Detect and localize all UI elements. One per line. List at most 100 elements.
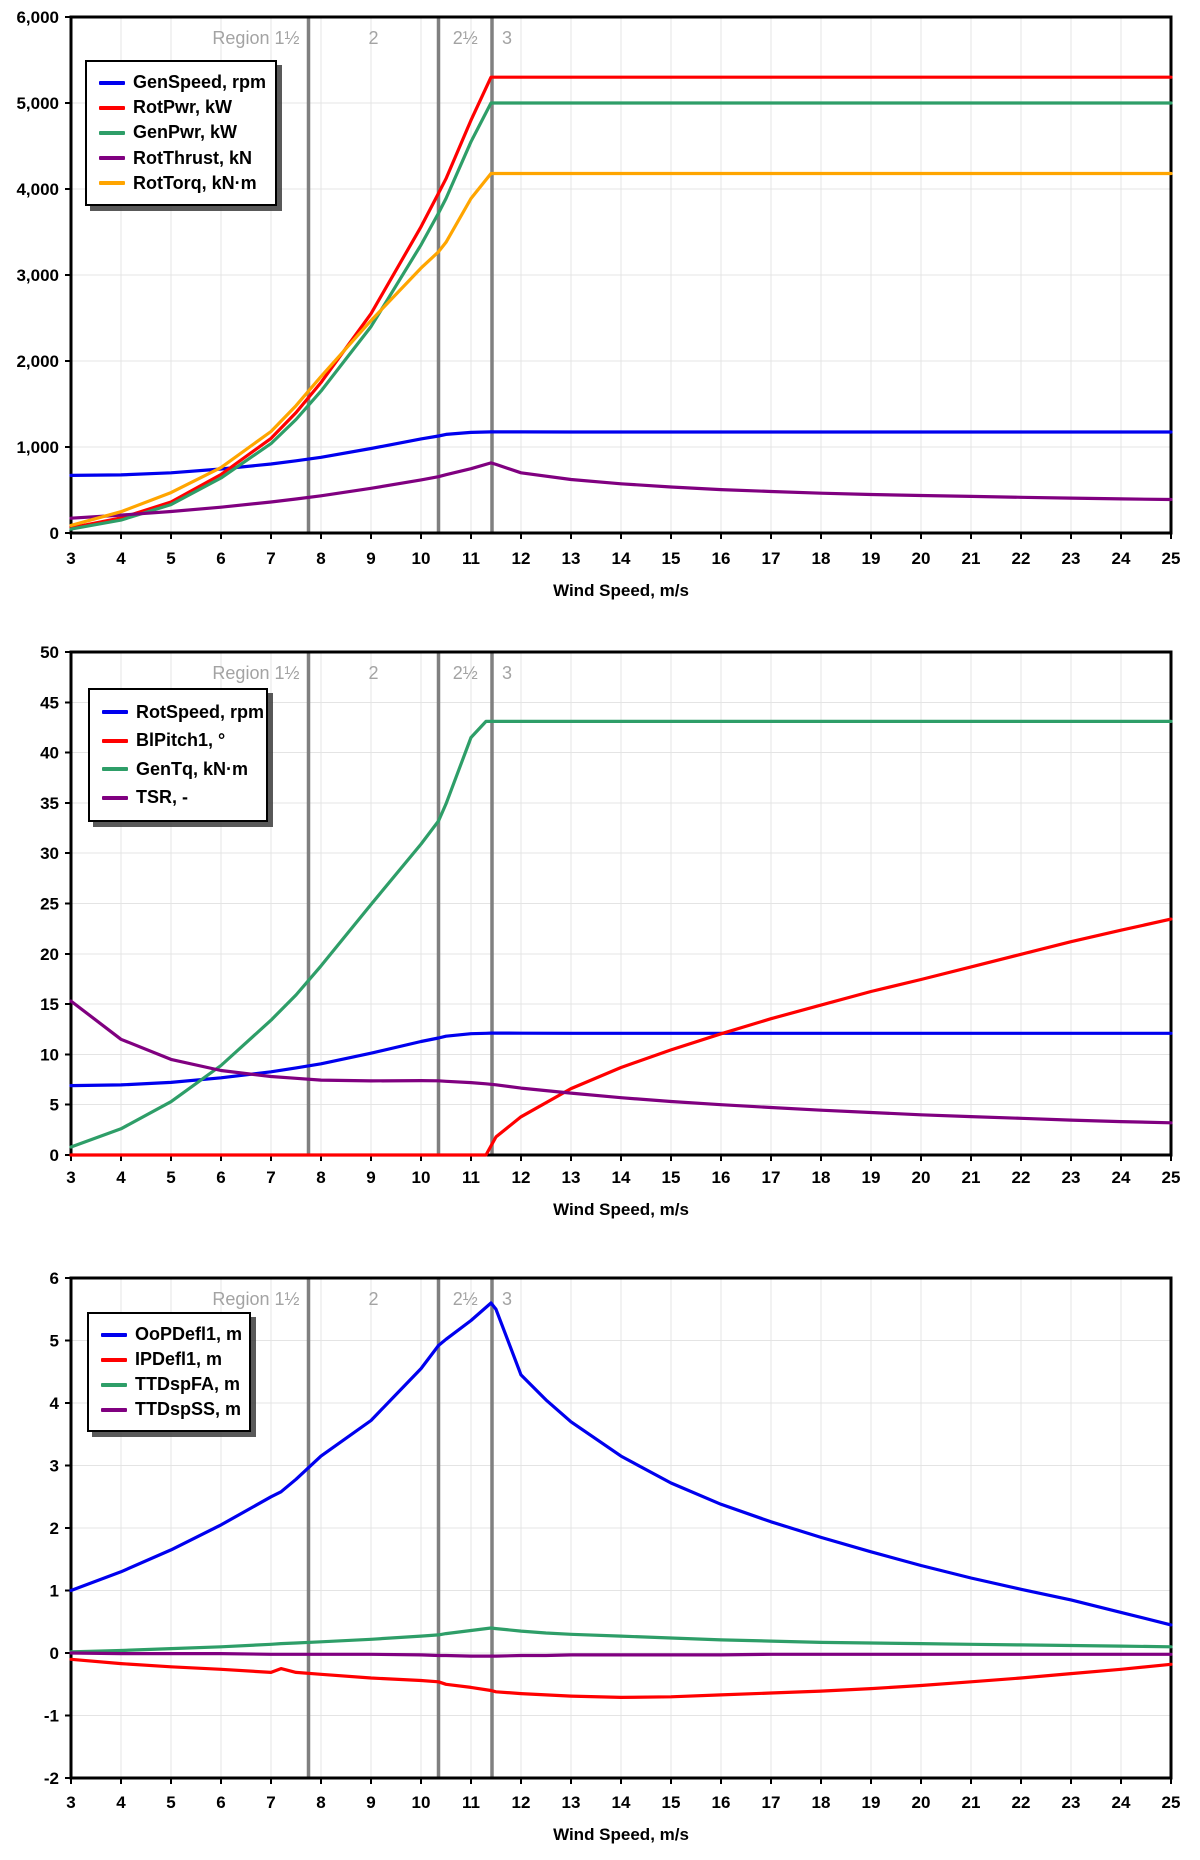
x-tick-label: 10 bbox=[412, 1793, 431, 1812]
x-tick-label: 4 bbox=[116, 549, 126, 568]
region-label: 2 bbox=[368, 1289, 378, 1309]
legend-item: TTDspSS, m bbox=[101, 1399, 241, 1420]
legend-line-swatch bbox=[99, 181, 125, 186]
legend-label: RotSpeed, rpm bbox=[136, 701, 265, 722]
legend-line-swatch bbox=[102, 795, 128, 800]
x-tick-label: 20 bbox=[912, 1793, 931, 1812]
x-axis-title: Wind Speed, m/s bbox=[553, 581, 689, 600]
y-tick-label: 4 bbox=[50, 1394, 60, 1413]
legend-item: RotPwr, kW bbox=[99, 97, 263, 118]
x-tick-label: 7 bbox=[266, 1168, 275, 1187]
series-line-rottorq bbox=[69, 171, 1173, 528]
x-tick-label: 13 bbox=[562, 549, 581, 568]
series-line-ttdspss bbox=[69, 1651, 1173, 1658]
y-tick-label: 25 bbox=[40, 895, 59, 914]
x-tick-label: 10 bbox=[412, 549, 431, 568]
legend-label: TTDspFA, m bbox=[135, 1374, 241, 1394]
x-tick-label: 25 bbox=[1162, 549, 1181, 568]
x-tick-label: 23 bbox=[1062, 1793, 1081, 1812]
x-tick-label: 11 bbox=[462, 1168, 480, 1187]
legend-line-swatch bbox=[99, 156, 125, 161]
legend-label: BlPitch1, ° bbox=[136, 730, 226, 751]
series-lines bbox=[69, 1301, 1173, 1699]
y-tick-label: 5 bbox=[50, 1332, 59, 1351]
region-label: Region 1½ bbox=[212, 28, 299, 48]
region-label: Region 1½ bbox=[212, 663, 299, 683]
x-tick-label: 12 bbox=[512, 1793, 531, 1812]
x-tick-label: 10 bbox=[412, 1168, 431, 1187]
tick-marks bbox=[65, 1277, 1172, 1784]
region-boundary-lines bbox=[306, 1278, 494, 1778]
x-tick-label: 8 bbox=[316, 1168, 325, 1187]
x-tick-label: 14 bbox=[612, 1793, 631, 1812]
series-line-gentq bbox=[69, 719, 1173, 1149]
legend-label: RotThrust, kN bbox=[133, 147, 252, 168]
x-tick-label: 5 bbox=[166, 549, 175, 568]
x-tick-label: 19 bbox=[862, 549, 881, 568]
x-axis-title: Wind Speed, m/s bbox=[553, 1200, 689, 1219]
x-tick-label: 12 bbox=[512, 549, 531, 568]
region-label: 3 bbox=[502, 663, 512, 683]
x-axis-labels: 3 4 5 6 7 8 9 10 11 12 13 14 15 16 17 18 19 20 21 22 23 24 25 bbox=[66, 1793, 1180, 1812]
chart-deflections: Region 1½ 2 2½ 3 -2 -1 0 1 2 3 4 5 6 3 4 5 6 7 8 9 10 11 12 13 1… bbox=[0, 1240, 1200, 1860]
series-lines bbox=[69, 719, 1173, 1157]
x-tick-label: 23 bbox=[1062, 1168, 1081, 1187]
x-tick-label: 20 bbox=[912, 549, 931, 568]
legend-item: RotSpeed, rpm bbox=[102, 702, 264, 723]
x-tick-label: 6 bbox=[216, 1793, 225, 1812]
y-tick-label: 45 bbox=[40, 693, 59, 712]
x-tick-label: 21 bbox=[962, 1168, 981, 1187]
x-tick-label: 17 bbox=[762, 1793, 781, 1812]
legend-line-swatch bbox=[99, 80, 125, 85]
y-tick-label: 40 bbox=[40, 744, 59, 763]
legend-item: RotTorq, kN·m bbox=[99, 173, 263, 194]
legend-item: TTDspFA, m bbox=[101, 1374, 241, 1395]
x-tick-label: 13 bbox=[562, 1168, 581, 1187]
legend-deflections-chart: OoPDefl1, m IPDefl1, m TTDspFA, m TTDspSS, … bbox=[87, 1312, 251, 1432]
region-label: 3 bbox=[502, 1289, 512, 1309]
x-tick-label: 16 bbox=[712, 1168, 731, 1187]
x-tick-label: 15 bbox=[662, 1168, 681, 1187]
x-tick-label: 20 bbox=[912, 1168, 931, 1187]
series-line-rotpwr bbox=[69, 75, 1173, 530]
legend-label: IPDefl1, m bbox=[135, 1349, 223, 1369]
region-label: 2½ bbox=[453, 28, 478, 48]
y-axis-labels: 0 5 10 15 20 25 30 35 40 45 50 bbox=[40, 643, 59, 1165]
x-tick-label: 11 bbox=[462, 549, 480, 568]
region-label: 3 bbox=[502, 28, 512, 48]
legend-label: GenTq, kN·m bbox=[136, 758, 249, 779]
x-tick-label: 25 bbox=[1162, 1168, 1181, 1187]
region-label: 2½ bbox=[453, 1289, 478, 1309]
x-axis-labels: 3 4 5 6 7 8 9 10 11 12 13 14 15 16 17 18 19 20 21 22 23 24 25 bbox=[66, 1168, 1180, 1187]
y-tick-label: -1 bbox=[44, 1707, 59, 1726]
y-tick-label: 2,000 bbox=[16, 352, 59, 371]
legend-line-swatch bbox=[102, 710, 128, 715]
x-tick-label: 4 bbox=[116, 1793, 126, 1812]
series-line-ipdefl1 bbox=[69, 1657, 1173, 1699]
x-tick-label: 8 bbox=[316, 549, 325, 568]
y-tick-label: 35 bbox=[40, 794, 59, 813]
series-line-genspeed bbox=[69, 430, 1173, 477]
x-tick-label: 7 bbox=[266, 1793, 275, 1812]
legend-item: GenTq, kN·m bbox=[102, 759, 254, 780]
y-tick-label: 10 bbox=[40, 1045, 59, 1064]
x-tick-label: 12 bbox=[512, 1168, 531, 1187]
region-labels: Region 1½ 2 2½ 3 bbox=[212, 1289, 512, 1309]
x-tick-label: 22 bbox=[1012, 1793, 1031, 1812]
x-tick-label: 24 bbox=[1112, 549, 1131, 568]
legend-power-chart: GenSpeed, rpm RotPwr, kW GenPwr, kW RotThru… bbox=[85, 60, 277, 206]
x-tick-label: 24 bbox=[1112, 1793, 1131, 1812]
y-tick-label: 0 bbox=[50, 1644, 59, 1663]
x-tick-label: 14 bbox=[612, 549, 631, 568]
x-tick-label: 17 bbox=[762, 549, 781, 568]
y-tick-label: 5 bbox=[50, 1096, 59, 1115]
region-label: 2 bbox=[368, 663, 378, 683]
legend-item: OoPDefl1, m bbox=[101, 1324, 242, 1345]
legend-label: GenPwr, kW bbox=[133, 122, 238, 143]
series-lines bbox=[69, 75, 1173, 531]
x-tick-label: 18 bbox=[812, 1793, 831, 1812]
x-tick-label: 21 bbox=[962, 549, 981, 568]
x-tick-label: 21 bbox=[962, 1793, 981, 1812]
y-tick-label: 2 bbox=[50, 1519, 59, 1538]
legend-line-swatch bbox=[101, 1332, 127, 1337]
